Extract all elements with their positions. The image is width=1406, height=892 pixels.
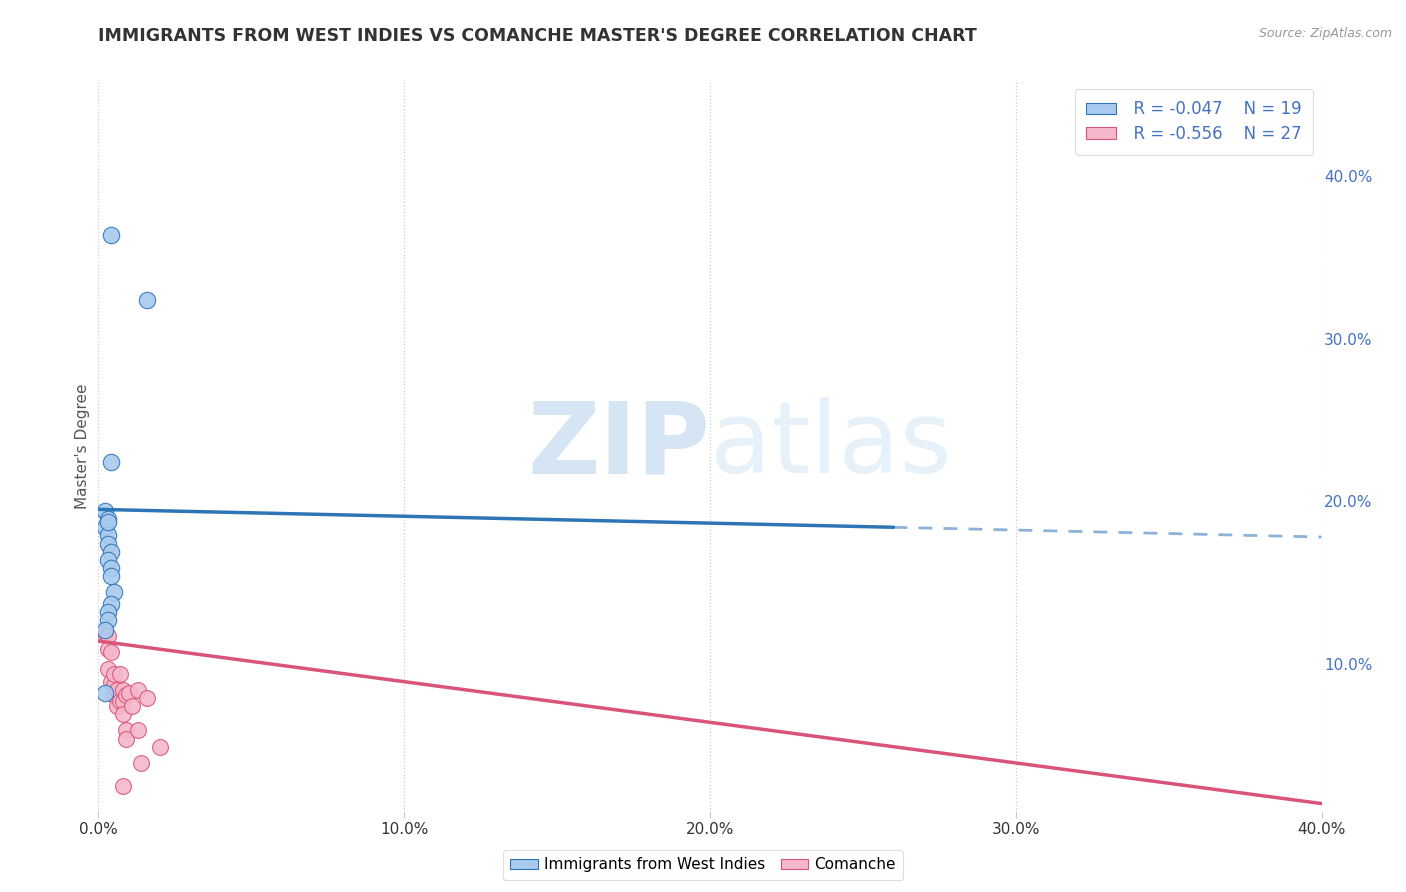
Point — [100, 645, 122, 659]
Point — [93, 623, 115, 637]
Point — [111, 707, 134, 722]
Text: 20.0%: 20.0% — [1324, 495, 1372, 510]
Point — [136, 690, 159, 705]
Point — [100, 455, 122, 469]
Point — [100, 227, 122, 242]
Point — [105, 699, 128, 714]
Point — [103, 585, 125, 599]
Point — [97, 553, 120, 567]
Point — [111, 682, 134, 697]
Point — [115, 731, 138, 746]
Point — [100, 561, 122, 575]
Point — [100, 597, 122, 611]
Point — [100, 569, 122, 583]
Point — [100, 674, 122, 689]
Point — [111, 694, 134, 708]
Point — [97, 516, 120, 530]
Point — [136, 293, 159, 307]
Point — [121, 699, 143, 714]
Point — [93, 626, 115, 640]
Point — [97, 629, 120, 643]
Point — [103, 678, 125, 692]
Point — [127, 682, 149, 697]
Point — [97, 613, 120, 627]
Point — [103, 688, 125, 702]
Point — [129, 756, 152, 770]
Point — [111, 779, 134, 793]
Point — [97, 605, 120, 619]
Legend: Immigrants from West Indies, Comanche: Immigrants from West Indies, Comanche — [503, 849, 903, 880]
Point — [100, 544, 122, 558]
Point — [93, 504, 115, 518]
Point — [93, 520, 115, 534]
Point — [97, 536, 120, 550]
Point — [115, 723, 138, 738]
Text: IMMIGRANTS FROM WEST INDIES VS COMANCHE MASTER'S DEGREE CORRELATION CHART: IMMIGRANTS FROM WEST INDIES VS COMANCHE … — [98, 27, 977, 45]
Point — [97, 512, 120, 526]
Point — [115, 688, 138, 702]
Point — [118, 686, 141, 700]
Point — [93, 686, 115, 700]
Point — [103, 666, 125, 681]
Point — [108, 694, 131, 708]
Point — [105, 682, 128, 697]
Point — [127, 723, 149, 738]
Point — [97, 642, 120, 657]
Point — [149, 739, 172, 754]
Text: Source: ZipAtlas.com: Source: ZipAtlas.com — [1258, 27, 1392, 40]
Point — [97, 528, 120, 542]
Text: 40.0%: 40.0% — [1324, 170, 1372, 186]
Text: 30.0%: 30.0% — [1324, 333, 1372, 348]
Text: atlas: atlas — [710, 398, 952, 494]
Text: ZIP: ZIP — [527, 398, 710, 494]
Point — [97, 662, 120, 676]
Legend:   R = -0.047    N = 19,   R = -0.556    N = 27: R = -0.047 N = 19, R = -0.556 N = 27 — [1074, 88, 1313, 154]
Point — [108, 666, 131, 681]
Y-axis label: Master's Degree: Master's Degree — [75, 384, 90, 508]
Text: 10.0%: 10.0% — [1324, 658, 1372, 673]
